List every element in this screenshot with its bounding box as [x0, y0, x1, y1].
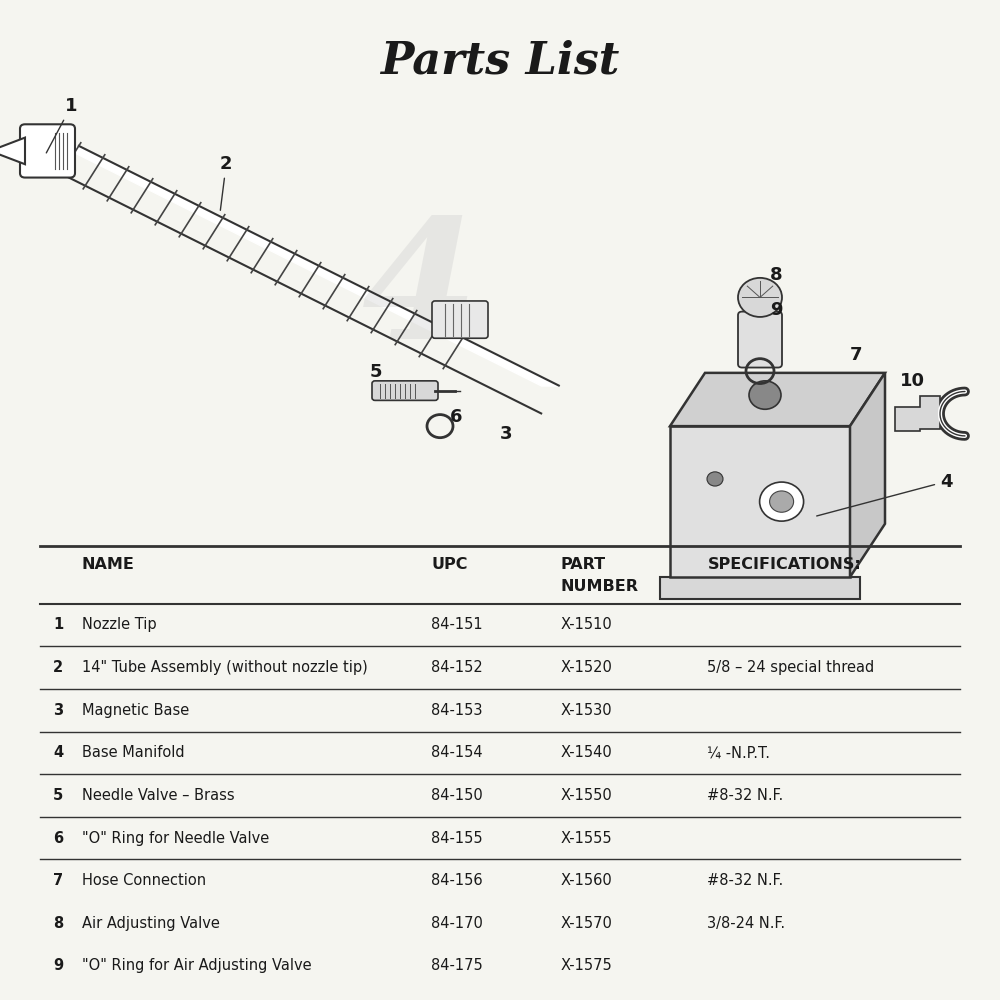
Text: X-1555: X-1555	[560, 831, 612, 846]
Text: UPC: UPC	[431, 557, 468, 572]
Text: 7: 7	[53, 873, 63, 888]
FancyBboxPatch shape	[738, 312, 782, 368]
Text: 2: 2	[53, 660, 63, 675]
Text: X-1520: X-1520	[560, 660, 612, 675]
Text: 1: 1	[53, 617, 64, 632]
Text: 5: 5	[53, 788, 64, 803]
Text: 4: 4	[362, 212, 478, 374]
Circle shape	[749, 381, 781, 409]
Text: Base Manifold: Base Manifold	[82, 745, 184, 760]
Text: 6: 6	[53, 831, 63, 846]
Text: 5/8 – 24 special thread: 5/8 – 24 special thread	[707, 660, 875, 675]
Polygon shape	[895, 396, 940, 431]
FancyBboxPatch shape	[660, 577, 860, 599]
Text: Needle Valve – Brass: Needle Valve – Brass	[82, 788, 234, 803]
Text: X-1540: X-1540	[560, 745, 612, 760]
Text: 1: 1	[46, 97, 78, 153]
FancyBboxPatch shape	[372, 381, 438, 400]
Text: 9: 9	[53, 958, 63, 973]
Text: X-1510: X-1510	[560, 617, 612, 632]
Text: 8: 8	[770, 266, 783, 284]
Text: 4: 4	[817, 473, 953, 516]
Polygon shape	[850, 373, 885, 577]
Circle shape	[760, 482, 804, 521]
Text: NAME: NAME	[82, 557, 135, 572]
Text: 84-155: 84-155	[431, 831, 483, 846]
Text: "O" Ring for Needle Valve: "O" Ring for Needle Valve	[82, 831, 269, 846]
Text: X-1530: X-1530	[560, 703, 612, 718]
Circle shape	[738, 278, 782, 317]
Text: 2: 2	[220, 155, 232, 210]
Text: PART: PART	[560, 557, 605, 572]
Text: Magnetic Base: Magnetic Base	[82, 703, 189, 718]
Text: 84-154: 84-154	[431, 745, 483, 760]
Circle shape	[707, 472, 723, 486]
Text: 3: 3	[53, 703, 63, 718]
Text: 5: 5	[370, 363, 382, 381]
Text: 8: 8	[53, 916, 64, 931]
Text: 84-153: 84-153	[431, 703, 483, 718]
Text: 3/8-24 N.F.: 3/8-24 N.F.	[707, 916, 786, 931]
Text: NUMBER: NUMBER	[560, 579, 638, 594]
Text: SPECIFICATIONS:: SPECIFICATIONS:	[707, 557, 861, 572]
Text: #8-32 N.F.: #8-32 N.F.	[707, 873, 784, 888]
Text: 84-170: 84-170	[431, 916, 483, 931]
Text: 10: 10	[900, 372, 925, 390]
Text: 3: 3	[500, 425, 512, 443]
Text: X-1560: X-1560	[560, 873, 612, 888]
FancyBboxPatch shape	[432, 301, 488, 338]
Text: 14" Tube Assembly (without nozzle tip): 14" Tube Assembly (without nozzle tip)	[82, 660, 368, 675]
Text: X-1570: X-1570	[560, 916, 612, 931]
Text: Hose Connection: Hose Connection	[82, 873, 206, 888]
Text: 84-150: 84-150	[431, 788, 483, 803]
Text: X-1550: X-1550	[560, 788, 612, 803]
FancyBboxPatch shape	[670, 426, 850, 577]
FancyBboxPatch shape	[20, 124, 75, 178]
Circle shape	[770, 491, 794, 512]
Text: "O" Ring for Air Adjusting Valve: "O" Ring for Air Adjusting Valve	[82, 958, 311, 973]
Text: 4: 4	[53, 745, 63, 760]
Text: Parts List: Parts List	[380, 40, 620, 83]
Text: 84-151: 84-151	[431, 617, 483, 632]
Text: 9: 9	[770, 301, 782, 319]
Text: 6: 6	[450, 408, 462, 426]
Text: 84-175: 84-175	[431, 958, 483, 973]
Text: 7: 7	[850, 346, 862, 364]
Polygon shape	[670, 373, 885, 426]
Polygon shape	[0, 138, 25, 164]
Text: X-1575: X-1575	[560, 958, 612, 973]
Text: 84-152: 84-152	[431, 660, 483, 675]
Text: #8-32 N.F.: #8-32 N.F.	[707, 788, 784, 803]
Text: Air Adjusting Valve: Air Adjusting Valve	[82, 916, 220, 931]
Text: 84-156: 84-156	[431, 873, 483, 888]
Text: ¼ -N.P.T.: ¼ -N.P.T.	[707, 745, 770, 760]
Text: Nozzle Tip: Nozzle Tip	[82, 617, 156, 632]
